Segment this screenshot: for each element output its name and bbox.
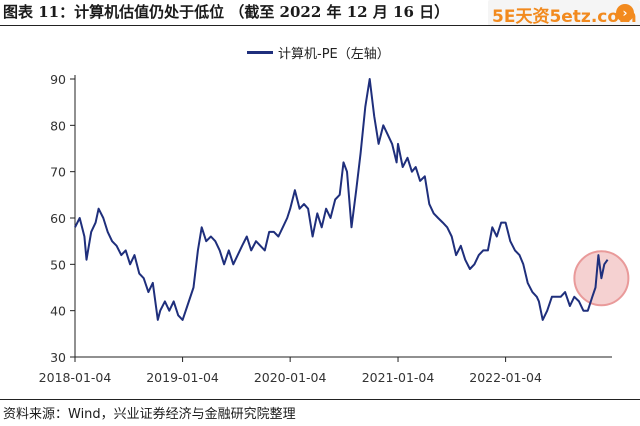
y-tick-label: 50 [50,257,66,272]
x-tick-label: 2020-01-04 [254,370,327,385]
y-tick-label: 80 [50,118,66,133]
y-tick-label: 90 [50,72,66,87]
y-tick-label: 70 [50,165,66,180]
legend-label: 计算机-PE（左轴） [278,47,390,62]
y-tick-label: 40 [50,304,66,319]
watermark-text: 5E天资5etz.com [492,7,637,27]
x-tick-label: 2021-01-04 [362,370,435,385]
y-tick-label: 30 [50,350,66,365]
chart-legend: 计算机-PE（左轴） [247,42,390,62]
y-tick-label: 60 [50,211,66,226]
source-note: 资料来源：Wind，兴业证券经济与金融研究院整理 [3,407,296,422]
x-tick-label: 2019-01-04 [146,370,219,385]
title-divider [0,25,640,26]
watermark-arrow-icon: › [616,4,634,22]
footer-divider [0,399,640,400]
x-tick-label: 2022-01-04 [469,370,542,385]
series-line-computer-pe [74,78,609,321]
x-tick-label: 2018-01-04 [39,370,112,385]
legend-swatch [247,51,273,54]
page-title: 图表 11：计算机估值仍处于低位 （截至 2022 年 12 月 16 日） [3,3,450,21]
watermark-logo: 5E天资5etz.com › [488,0,640,27]
